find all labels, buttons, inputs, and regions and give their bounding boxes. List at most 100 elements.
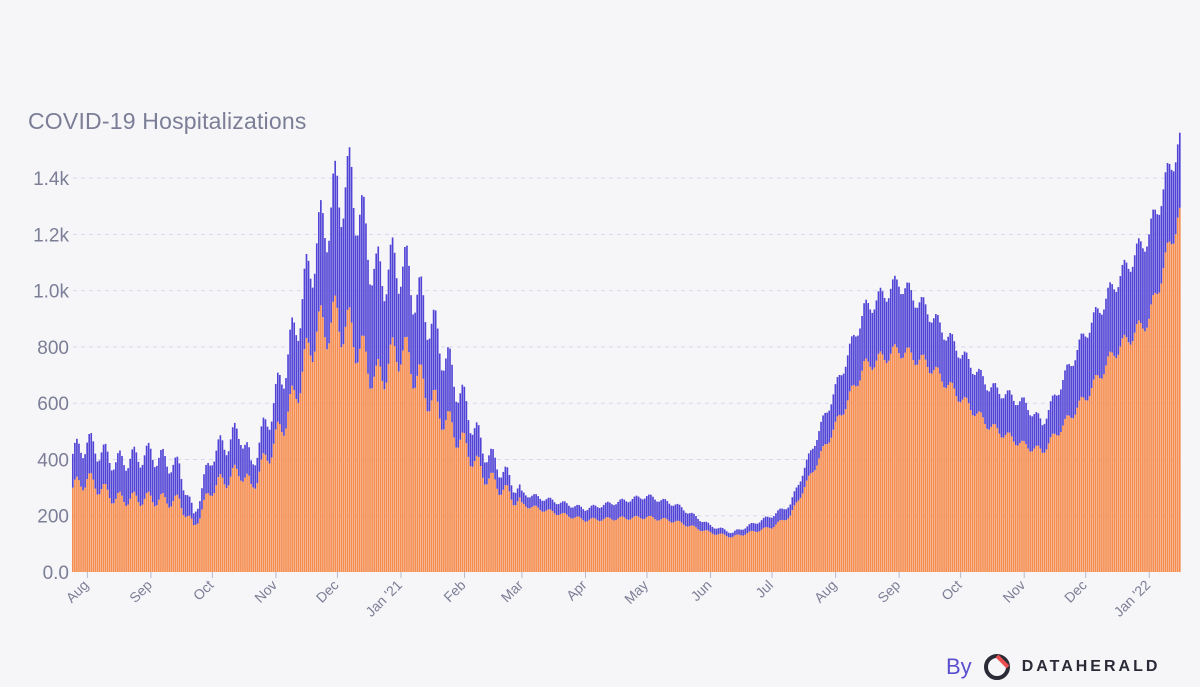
bar-segment-lower xyxy=(170,506,173,572)
bar-segment-upper xyxy=(713,528,716,535)
bar-segment-upper xyxy=(158,457,160,500)
bar-segment-upper xyxy=(791,497,794,510)
bar-segment-upper xyxy=(730,533,732,538)
bar-segment-upper xyxy=(1082,333,1085,398)
bar-segment-upper xyxy=(885,301,888,364)
bar-segment-lower xyxy=(680,522,683,572)
bar-segment-upper xyxy=(732,532,734,537)
bar-segment-lower xyxy=(547,509,550,572)
bar-segment-upper xyxy=(201,488,203,510)
bar-segment-upper xyxy=(727,532,730,538)
bar-segment-upper xyxy=(887,298,890,361)
bar-segment-upper xyxy=(996,387,999,429)
bar-segment-upper xyxy=(680,507,683,523)
bar-segment-upper xyxy=(465,401,468,444)
bar-segment-upper xyxy=(967,359,970,404)
bar-segment-upper xyxy=(961,354,964,400)
bar-segment-lower xyxy=(926,366,929,572)
bar-segment-upper xyxy=(96,461,99,495)
bar-segment-lower xyxy=(1039,448,1042,572)
bar-segment-upper xyxy=(746,526,749,534)
bar-segment-lower xyxy=(250,483,252,572)
bar-segment-upper xyxy=(557,504,560,516)
bar-segment-upper xyxy=(844,366,847,410)
bar-segment-upper xyxy=(254,465,257,489)
bar-segment-lower xyxy=(797,500,800,572)
bar-segment-lower xyxy=(625,518,628,572)
x-tick-label: Dec xyxy=(1061,577,1090,606)
bar-segment-upper xyxy=(256,457,259,484)
bar-segment-upper xyxy=(461,384,464,433)
bar-segment-upper xyxy=(1129,271,1132,345)
bar-segment-lower xyxy=(990,426,993,572)
bar-segment-lower xyxy=(447,411,449,572)
bar-segment-upper xyxy=(197,508,199,524)
bar-segment-upper xyxy=(416,294,419,376)
x-tick-label: Sep xyxy=(126,577,155,606)
bar-segment-upper xyxy=(906,282,908,348)
bar-segment-upper xyxy=(82,458,84,491)
bar-segment-lower xyxy=(375,365,378,572)
bar-segment-lower xyxy=(445,420,447,572)
bar-segment-lower xyxy=(309,355,312,572)
bar-segment-upper xyxy=(233,422,236,465)
bar-segment-lower xyxy=(151,502,154,572)
bar-segment-lower xyxy=(1064,418,1066,572)
bar-segment-lower xyxy=(500,494,503,572)
bar-segment-lower xyxy=(533,505,535,572)
bar-segment-upper xyxy=(424,322,427,399)
bar-segment-lower xyxy=(486,484,488,572)
bar-segment-upper xyxy=(1144,251,1146,332)
bar-segment-lower xyxy=(1043,452,1046,572)
bar-segment-lower xyxy=(385,382,388,572)
bar-segment-upper xyxy=(475,422,478,456)
bar-segment-lower xyxy=(1115,358,1118,572)
bar-segment-lower xyxy=(506,485,509,572)
bar-segment-upper xyxy=(346,156,349,310)
bar-segment-upper xyxy=(691,512,693,526)
bar-segment-lower xyxy=(164,497,166,572)
bar-segment-lower xyxy=(1049,437,1052,572)
bar-segment-lower xyxy=(166,503,168,572)
bar-segment-upper xyxy=(613,505,615,521)
bar-segment-upper xyxy=(332,173,334,302)
bar-segment-upper xyxy=(963,351,966,397)
bar-segment-lower xyxy=(742,535,744,572)
bar-segment-lower xyxy=(373,376,375,572)
bar-segment-lower xyxy=(1078,400,1081,572)
bar-segment-upper xyxy=(883,298,886,360)
bar-segment-upper xyxy=(918,302,921,360)
bar-segment-upper xyxy=(725,531,728,537)
bar-segment-lower xyxy=(186,516,189,572)
bar-segment-upper xyxy=(1002,398,1005,438)
bar-segment-upper xyxy=(590,505,593,519)
bar-segment-upper xyxy=(529,497,531,509)
bar-segment-lower xyxy=(436,401,439,572)
bar-segment-lower xyxy=(922,354,925,572)
bar-segment-upper xyxy=(1033,414,1036,449)
bar-segment-upper xyxy=(563,501,566,514)
bar-segment-lower xyxy=(973,416,976,572)
y-tick-label: 200 xyxy=(37,507,69,528)
bar-segment-upper xyxy=(322,213,324,318)
bar-segment-lower xyxy=(1160,283,1163,572)
bar-segment-upper xyxy=(871,312,874,370)
bar-segment-lower xyxy=(315,331,318,572)
bar-segment-lower xyxy=(889,353,892,572)
x-tick-label: Dec xyxy=(313,577,342,606)
bar-segment-lower xyxy=(996,428,999,572)
bar-segment-lower xyxy=(705,530,708,572)
bar-segment-lower xyxy=(467,456,470,572)
bar-segment-upper xyxy=(242,448,244,482)
bar-segment-upper xyxy=(990,387,993,427)
bar-segment-lower xyxy=(504,485,507,572)
x-tick-label: Jan '21 xyxy=(362,577,405,620)
bar-segment-upper xyxy=(666,501,669,520)
bar-segment-upper xyxy=(299,328,302,394)
bar-segment-lower xyxy=(693,525,695,572)
brand-footer[interactable]: By DATAHERALD xyxy=(946,652,1160,682)
bar-segment-lower xyxy=(727,537,730,572)
bar-segment-upper xyxy=(1090,322,1093,388)
bar-segment-upper xyxy=(602,504,605,520)
bar-segment-lower xyxy=(1121,338,1124,572)
